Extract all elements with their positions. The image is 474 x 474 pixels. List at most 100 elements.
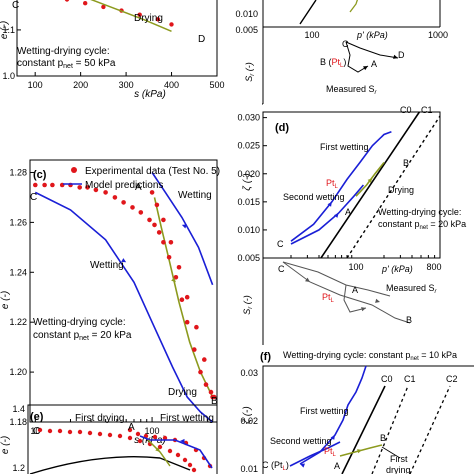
data-point [85,185,90,190]
annotation-C: C [342,39,349,49]
annotation-first-wetting: First wetting [300,406,349,416]
data-point [173,275,179,280]
data-point [167,448,173,454]
drying-line [339,444,383,457]
data-point [83,1,88,6]
axis-title-y: e (-) [0,291,11,309]
annotation-C2: C2 [446,374,458,384]
data-point [156,230,162,235]
annotation-drying: Drying [168,387,197,398]
axis-title-x: s (kPa) [134,89,166,100]
axes-frame: 0.010 0.005 100 1000 [235,0,448,105]
arrow-head [330,435,335,440]
panel-label: (d) [275,122,289,134]
axis-title-y: ζ (-) [242,406,253,423]
axes-left [262,0,264,105]
annotation-C: C [277,239,284,249]
y-tick-label: 1.24 [9,267,27,277]
x-tick-label: 800 [426,262,441,272]
y-tick-label: 0.030 [237,113,260,123]
C1-line [371,385,409,474]
measured-line [282,261,391,297]
legend-label-model: Model predictions [85,180,163,191]
annotation-first-drying: First drying [386,454,411,474]
data-point [103,190,108,195]
data-point [149,190,155,195]
axes-box [27,404,218,474]
data-point [101,4,106,10]
annotation-D: D [198,34,205,45]
arrow-head [155,447,160,452]
axes-box [29,159,218,423]
panel-e: 1.4 1.2 (e) e (-) C A First drying First … [0,404,218,474]
data-point [157,444,163,450]
annotation-C: C [12,0,19,11]
annotation-A: A [128,422,135,433]
panel-label: (f) [260,351,271,363]
annotation-A: A [345,207,351,217]
note-line2: constant pnet = 20 kPa [378,219,466,231]
axis-title-y: ζ (-) [242,173,253,190]
annotation-pt-lower: PtL [322,292,335,304]
first-wetting-line [290,130,392,242]
x-tick-label: 500 [209,80,224,90]
axes-frame: 0.03 0.02 0.01 [240,365,474,474]
x-tick-label: 200 [73,80,88,90]
panel-label: (c) [33,169,47,181]
second-wetting-line [289,441,341,467]
annotation-A: A [371,59,377,69]
y-tick-label: 0.02 [240,416,258,426]
axes-frame: 1.4 1.2 [12,404,218,474]
data-point [127,435,133,441]
note-line1: Wetting-drying cycle: [378,207,461,217]
axis-title-x: p' (kPa) [356,30,388,40]
arrow-head [121,258,127,263]
data-point [67,429,73,435]
arrow-head [363,66,368,71]
data-point [161,217,166,223]
note-line1: Wetting-drying cycle: [33,317,126,328]
annotation-C0: C0 [381,374,393,384]
data-point [121,200,126,205]
annotation-A: A [135,182,142,193]
note-line1: Wetting-drying cycle: [17,46,110,57]
data-point [77,185,82,190]
data-point [168,240,174,245]
annotation-wetting-lower: Wetting [90,260,124,271]
x-tick-label: 1000 [428,30,448,40]
data-point [47,428,53,434]
measured-line [345,41,399,59]
plot-marks [33,172,217,423]
y-tick-label: 1.18 [9,417,27,427]
y-tick-label: 0.03 [240,368,258,378]
y-tick-label: 1.20 [9,367,27,377]
data-point [64,0,70,2]
annotation-C: C [33,426,40,437]
annotation-C1: C1 [421,105,433,115]
axis-title-y: e (-) [0,436,11,454]
y-tick-label: 1.4 [12,404,25,414]
data-point [155,17,161,22]
annotation-measured-sr: Measured Sr [386,283,438,295]
annotation-D: D [398,50,405,60]
data-point [138,210,144,215]
data-point [152,222,157,228]
panel-label: (e) [30,411,44,423]
data-point [161,240,166,245]
model-line-wetting [151,172,214,286]
plot-marks [282,111,441,324]
y-tick-label: 0.010 [237,225,260,235]
x-tick-label: 100 [348,262,363,272]
drying-line [153,197,214,398]
annotation-B-pt: B (PtL) [320,57,346,69]
data-point [117,433,123,439]
annotation-B: B [403,158,409,168]
data-point [77,429,83,435]
y-tick-label: 1.2 [12,463,25,473]
annotation-C-lower: C [278,264,285,274]
arrow-head [300,463,305,468]
y-tick-label: 0.010 [235,9,258,19]
